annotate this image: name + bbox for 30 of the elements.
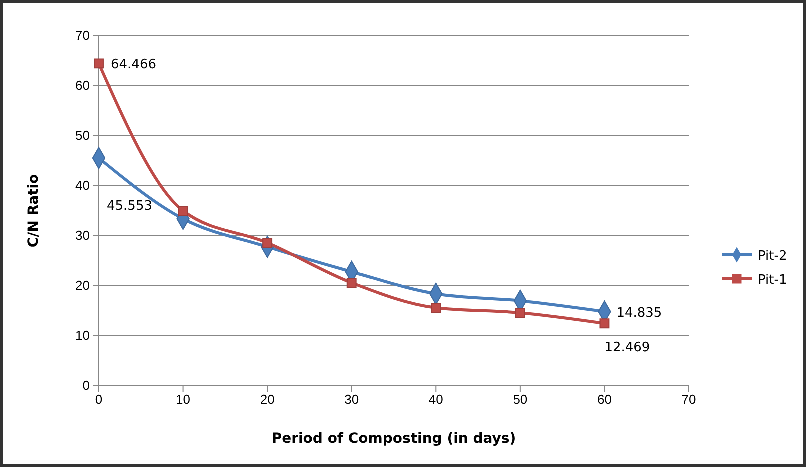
- y-tick-label: 40: [76, 178, 90, 194]
- point: [94, 58, 104, 69]
- y-tick-label: 0: [82, 378, 90, 394]
- data-label: 12.469: [604, 340, 650, 356]
- legend-label: Pit-1: [758, 273, 788, 288]
- x-tick-label: 50: [513, 392, 528, 408]
- x-tick-label: 10: [176, 392, 191, 408]
- y-tick-label: 30: [76, 228, 90, 244]
- x-tick-label: 0: [95, 392, 103, 408]
- y-tick-label: 60: [76, 78, 90, 94]
- x-tick-label: 20: [260, 392, 275, 408]
- y-tick-label: 70: [76, 28, 90, 44]
- y-tick-label: 10: [76, 328, 90, 344]
- x-tick-label: 40: [428, 392, 444, 408]
- y-axis-title: C/N Ratio: [26, 174, 42, 248]
- point: [600, 318, 610, 329]
- data-label: 64.466: [111, 58, 156, 73]
- data-label: 14.835: [616, 306, 662, 321]
- x-tick-label: 60: [597, 392, 612, 408]
- x-tick-label: 70: [682, 392, 696, 408]
- data-label: 45.553: [107, 199, 152, 214]
- y-tick-label: 50: [76, 128, 90, 144]
- point: [431, 303, 442, 313]
- point: [515, 308, 526, 318]
- y-tick-label: 20: [76, 278, 90, 294]
- x-axis-title: Period of Composting (in days): [272, 431, 516, 447]
- legend-label: Pit-2: [758, 249, 788, 264]
- point: [346, 278, 357, 288]
- x-tick-label: 30: [344, 392, 360, 408]
- point: [178, 206, 188, 216]
